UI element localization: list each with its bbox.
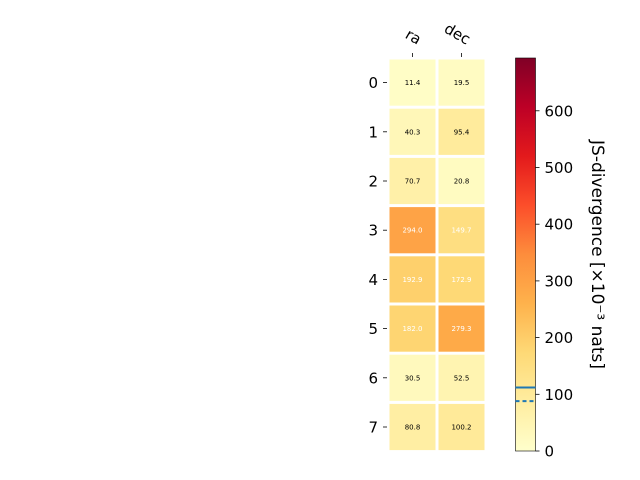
cell-value-label: 279.3 bbox=[451, 325, 471, 333]
colorbar-tick-label: 100 bbox=[545, 386, 574, 404]
column-tick-label: dec bbox=[441, 19, 473, 48]
row-tick-label: 4 bbox=[368, 271, 378, 289]
colorbar-tick-label: 600 bbox=[545, 102, 574, 120]
heatmap-cell bbox=[389, 59, 436, 106]
colorbar-tick-label: 0 bbox=[545, 443, 555, 461]
row-tick-label: 5 bbox=[368, 320, 378, 338]
heatmap-cell bbox=[438, 256, 485, 303]
cell-value-label: 95.4 bbox=[454, 128, 470, 136]
cell-value-label: 80.8 bbox=[405, 424, 421, 432]
colorbar-markers bbox=[515, 386, 536, 403]
heatmap-cell bbox=[438, 157, 485, 205]
heatmap-cell bbox=[389, 157, 436, 205]
heatmap-cell bbox=[389, 256, 436, 303]
cell-value-label: 172.9 bbox=[451, 276, 471, 284]
cell-value-label: 182.0 bbox=[402, 325, 422, 333]
heatmap-cell bbox=[389, 207, 436, 254]
heatmap-cell bbox=[389, 354, 436, 401]
heatmap-cell bbox=[389, 305, 436, 352]
cell-value-label: 149.7 bbox=[451, 227, 471, 235]
cell-value-label: 19.5 bbox=[454, 79, 470, 87]
heatmap-grid: 11.4 19.5 40.3 95.4 70.7 20.8 294.0 149.7 192.9 1… bbox=[388, 58, 486, 452]
cell-value-label: 40.3 bbox=[405, 128, 421, 136]
cell-value-label: 30.5 bbox=[405, 374, 421, 382]
row-tick-label: 2 bbox=[368, 173, 378, 191]
row-tick-label: 7 bbox=[368, 419, 378, 437]
cell-value-label: 11.4 bbox=[405, 79, 421, 87]
colorbar-tick-label: 500 bbox=[545, 159, 574, 177]
heatmap-cell bbox=[389, 108, 436, 155]
heatmap-cell bbox=[438, 59, 485, 106]
row-tick-label: 1 bbox=[368, 123, 378, 141]
row-tick-label: 6 bbox=[368, 369, 378, 387]
colorbar-tick-label: 400 bbox=[545, 216, 574, 234]
row-tick-label: 3 bbox=[368, 222, 378, 240]
heatmap-cell bbox=[389, 403, 436, 451]
cell-value-label: 100.2 bbox=[451, 424, 471, 432]
column-axis: ra dec bbox=[402, 19, 474, 57]
heatmap-cell bbox=[438, 207, 485, 254]
column-tick-label: ra bbox=[402, 25, 424, 48]
heatmap-cell bbox=[438, 108, 485, 155]
heatmap-cell bbox=[438, 403, 485, 451]
cell-value-label: 192.9 bbox=[402, 276, 422, 284]
heatmap-cell bbox=[438, 354, 485, 401]
heatmap-cell bbox=[438, 305, 485, 352]
colorbar-tick-label: 300 bbox=[545, 272, 574, 290]
colorbar: 0 100 200 300 400 500 600 JS-divergence [×10⁻³… bbox=[515, 57, 607, 461]
row-axis: 0 1 2 3 4 5 6 7 bbox=[368, 74, 387, 437]
colorbar-gradient bbox=[515, 57, 536, 452]
cell-value-label: 70.7 bbox=[405, 178, 421, 186]
cell-value-label: 294.0 bbox=[402, 227, 422, 235]
colorbar-ticks: 0 100 200 300 400 500 600 bbox=[535, 102, 574, 461]
cell-value-label: 52.5 bbox=[454, 374, 470, 382]
row-tick-label: 0 bbox=[368, 74, 378, 92]
colorbar-tick-label: 200 bbox=[545, 329, 574, 347]
cell-value-label: 20.8 bbox=[454, 178, 470, 186]
colorbar-label: JS-divergence [×10⁻³ nats] bbox=[587, 139, 607, 369]
